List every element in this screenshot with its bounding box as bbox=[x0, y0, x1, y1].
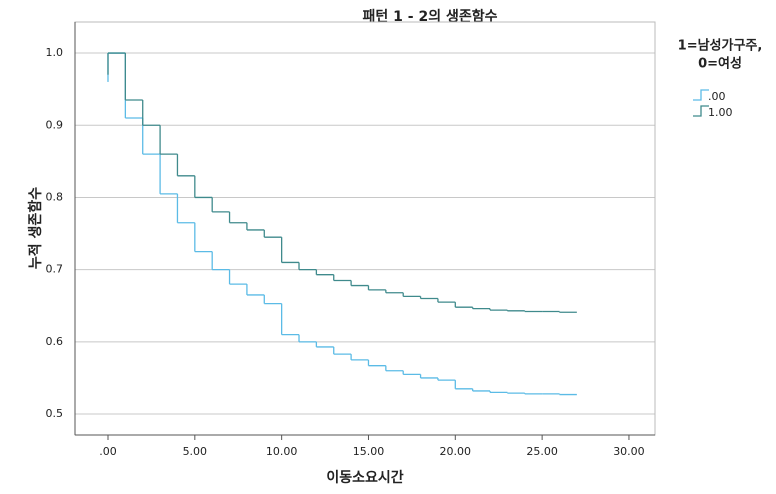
legend-label: 1.00 bbox=[708, 106, 733, 119]
chart-title: 패턴 1 - 2의 생존함수 bbox=[363, 8, 498, 25]
x-tick-label: 30.00 bbox=[613, 445, 645, 458]
x-tick-label: .00 bbox=[99, 445, 117, 458]
x-axis-title: 이동소요시간 bbox=[326, 469, 403, 486]
x-tick-label: 15.00 bbox=[353, 445, 385, 458]
legend-title: 1=남성가구주, bbox=[678, 38, 763, 54]
y-tick-label: 0.6 bbox=[46, 335, 64, 348]
y-tick-label: 0.7 bbox=[46, 263, 64, 276]
legend-label: .00 bbox=[708, 90, 726, 103]
y-tick-label: 1.0 bbox=[46, 46, 64, 59]
y-tick-label: 0.5 bbox=[46, 407, 64, 420]
x-tick-label: 25.00 bbox=[526, 445, 558, 458]
legend-title: 0=여성 bbox=[698, 56, 742, 72]
y-axis-title: 누적 생존함수 bbox=[27, 187, 44, 269]
x-tick-label: 20.00 bbox=[440, 445, 472, 458]
legend-marker bbox=[693, 105, 709, 117]
legend-marker bbox=[693, 89, 709, 101]
y-tick-label: 0.9 bbox=[46, 118, 64, 131]
x-tick-label: 10.00 bbox=[266, 445, 298, 458]
y-tick-label: 0.8 bbox=[46, 190, 64, 203]
plot-frame bbox=[74, 21, 656, 436]
x-tick-label: 5.00 bbox=[183, 445, 208, 458]
